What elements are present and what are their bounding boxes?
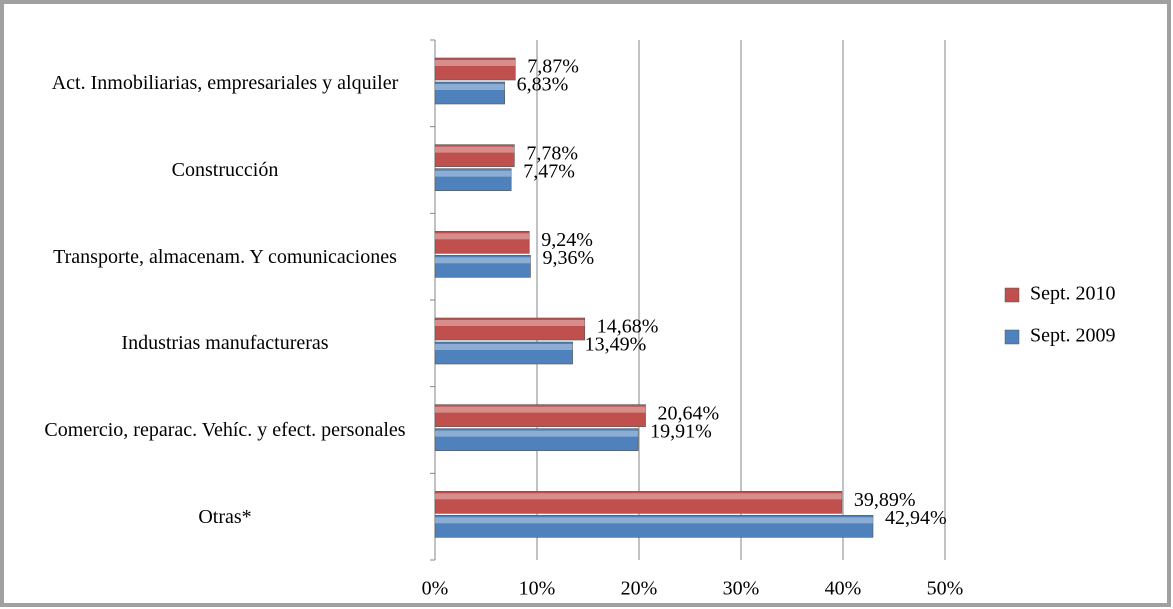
x-tick-label: 50% [927,578,964,600]
data-label: 7,87% [527,56,579,78]
bar [434,231,530,254]
bar-shine [435,170,512,177]
bar [434,144,515,167]
data-label: 20,64% [658,402,720,424]
data-label: 42,94% [885,507,947,529]
data-label: 13,49% [585,334,647,356]
data-label: 7,78% [526,142,578,164]
legend-label: Sept. 2010 [1030,283,1116,305]
bar-shine [435,257,531,264]
y-tick-label: Act. Inmobiliarias, empresariales y alqu… [51,72,399,95]
bar-shine [435,320,585,326]
data-label: 9,24% [541,229,593,251]
legend-marker [1004,329,1020,345]
bar-shine [435,493,842,500]
bar-shine [435,84,505,90]
bar-shine [435,146,515,153]
y-tick-label: Otras* [198,505,252,528]
bar-shine [435,517,873,524]
legend-marker [1004,287,1020,303]
bar [434,317,586,341]
x-tick-label: 20% [621,578,658,600]
bar [434,341,573,365]
bar [434,255,531,278]
bar-shine [435,344,573,350]
x-tick-label: 0% [422,578,449,600]
x-tick-label: 40% [825,578,862,600]
y-tick-label: Industrias manufactureras [121,332,329,355]
y-tick-label: Comercio, reparac. Vehíc. y efect. perso… [44,419,406,441]
bar [434,81,505,105]
bar [434,515,874,538]
data-label: 9,36% [542,247,594,269]
data-label: 7,47% [523,160,575,182]
bar-shine [435,233,530,240]
data-label: 39,89% [854,489,916,511]
y-tick-label: Transporte, almacenam. Y comunicaciones [53,245,397,268]
x-tick-label: 10% [519,578,556,600]
bar-shine [435,430,639,437]
data-label: 19,91% [650,420,712,442]
data-label: 14,68% [597,316,659,338]
bar [434,428,639,451]
bar [434,491,843,514]
y-tick-label: Construcción [171,159,279,181]
bar-shine [435,406,646,413]
legend-label: Sept. 2009 [1030,325,1116,347]
data-label: 6,83% [517,74,569,96]
bar [434,57,516,81]
bar-shine [435,60,516,66]
bar [434,404,646,427]
x-tick-label: 30% [723,578,760,600]
bar [434,168,512,191]
